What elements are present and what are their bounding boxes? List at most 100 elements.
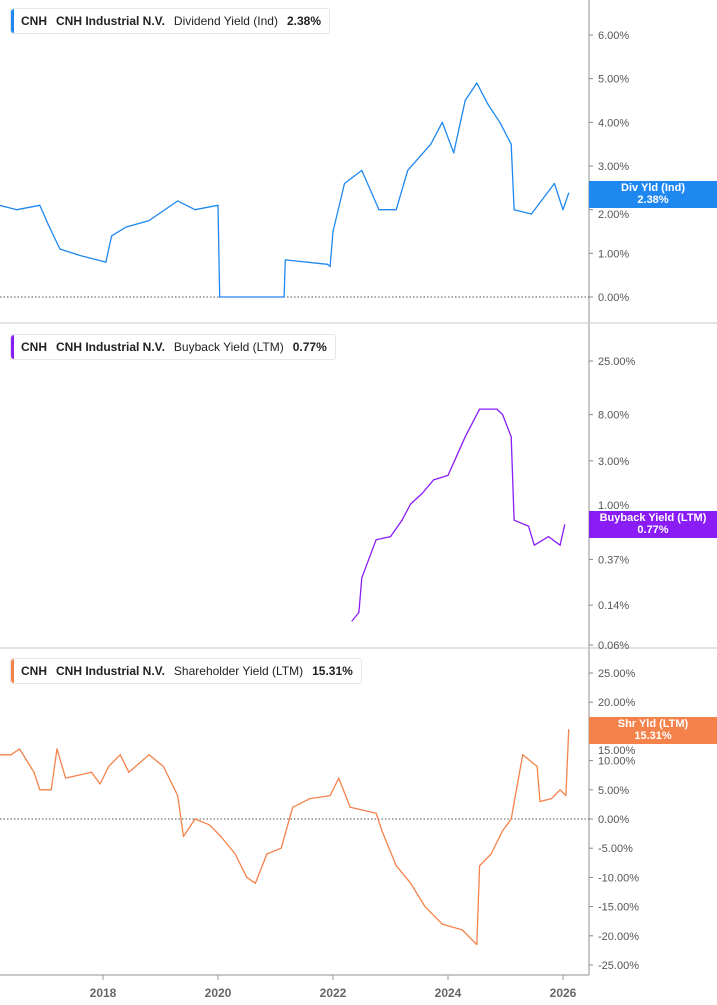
data-point bbox=[33, 771, 35, 773]
data-point bbox=[564, 524, 566, 526]
data-point bbox=[496, 408, 498, 410]
legend-company: CNH Industrial N.V. bbox=[56, 340, 165, 354]
value-label-buyback: Buyback Yield (LTM) 0.77% bbox=[589, 511, 717, 538]
data-point bbox=[284, 259, 286, 261]
legend-color-bar bbox=[11, 335, 14, 359]
data-point bbox=[47, 224, 49, 226]
y-tick-label: 4.00% bbox=[598, 117, 629, 129]
y-tick-label: 0.06% bbox=[598, 640, 629, 652]
data-point bbox=[395, 865, 397, 867]
data-point bbox=[441, 923, 443, 925]
data-point bbox=[389, 535, 392, 538]
data-point bbox=[421, 492, 423, 495]
y-tick-label: -20.00% bbox=[598, 931, 639, 943]
data-point bbox=[479, 865, 481, 867]
data-point bbox=[182, 835, 185, 838]
legend-value: 15.31% bbox=[312, 664, 353, 678]
y-tick-label: 0.00% bbox=[598, 292, 629, 304]
data-point bbox=[476, 82, 478, 84]
series-line-dividend-yield-ind bbox=[0, 82, 570, 298]
legend-value: 2.38% bbox=[286, 14, 322, 28]
data-point bbox=[464, 99, 466, 102]
data-point bbox=[56, 748, 58, 750]
data-point bbox=[530, 213, 532, 215]
data-point bbox=[407, 169, 409, 171]
data-point bbox=[536, 765, 538, 768]
data-point bbox=[464, 436, 466, 438]
legend-ticker: CNH bbox=[21, 340, 47, 354]
y-tick-label: 20.00% bbox=[598, 697, 636, 709]
data-point bbox=[447, 474, 449, 477]
data-point bbox=[119, 754, 121, 756]
data-point bbox=[461, 929, 463, 931]
data-point bbox=[309, 797, 311, 800]
legend-value: 0.77% bbox=[292, 340, 327, 354]
data-point bbox=[476, 943, 478, 946]
x-tick-label: 2020 bbox=[205, 986, 232, 1000]
data-point bbox=[292, 806, 294, 808]
data-point bbox=[358, 611, 360, 613]
value-label-value: 2.38% bbox=[637, 194, 669, 206]
data-point bbox=[479, 408, 481, 410]
data-point bbox=[502, 830, 504, 832]
data-point bbox=[326, 263, 328, 265]
data-point bbox=[329, 795, 331, 797]
data-point bbox=[111, 235, 113, 237]
data-point bbox=[90, 771, 93, 773]
data-point bbox=[39, 204, 41, 206]
data-point bbox=[539, 800, 541, 803]
y-tick-label: 3.00% bbox=[598, 456, 629, 468]
legend-color-bar bbox=[11, 9, 14, 33]
data-point bbox=[194, 818, 196, 820]
legend-metric: Dividend Yield (Ind) bbox=[173, 14, 278, 28]
data-point bbox=[424, 906, 426, 908]
data-point bbox=[378, 209, 380, 211]
data-point bbox=[177, 200, 179, 202]
data-point bbox=[16, 209, 18, 211]
data-point bbox=[568, 192, 570, 194]
legend-buyback-yield[interactable]: CNH CNH Industrial N.V. Buyback Yield (L… bbox=[10, 334, 336, 360]
data-point bbox=[410, 882, 412, 884]
data-point bbox=[332, 230, 334, 233]
y-tick-label: -25.00% bbox=[598, 960, 639, 972]
series-line-buyback-yield-ltm bbox=[351, 408, 566, 622]
legend-ticker: CNH bbox=[21, 14, 47, 28]
data-point bbox=[234, 853, 236, 855]
y-tick-label: 25.00% bbox=[598, 356, 636, 368]
series-line-shareholder-yield-ltm bbox=[0, 729, 570, 946]
data-point bbox=[499, 121, 501, 123]
y-tick-label: 10.00% bbox=[598, 756, 636, 768]
data-point bbox=[79, 254, 81, 257]
data-point bbox=[343, 182, 346, 185]
data-point bbox=[148, 219, 150, 222]
legend-shareholder-yield[interactable]: CNH CNH Industrial N.V. Shareholder Yiel… bbox=[10, 658, 362, 684]
data-point bbox=[39, 789, 41, 791]
data-point bbox=[125, 226, 127, 228]
data-point bbox=[375, 812, 377, 814]
data-point bbox=[487, 104, 489, 106]
data-point bbox=[548, 535, 550, 538]
data-point bbox=[568, 728, 570, 731]
y-tick-label: -10.00% bbox=[598, 872, 639, 884]
data-point bbox=[266, 853, 268, 855]
data-point bbox=[254, 882, 256, 884]
value-label-title: Buyback Yield (LTM) bbox=[599, 512, 707, 524]
data-point bbox=[349, 806, 351, 808]
y-tick-label: 0.14% bbox=[598, 600, 629, 612]
legend-dividend-yield[interactable]: CNH CNH Industrial N.V. Dividend Yield (… bbox=[10, 8, 331, 34]
data-point bbox=[527, 525, 530, 527]
data-point bbox=[522, 754, 524, 756]
legend-company: CNH Industrial N.V. bbox=[56, 664, 165, 678]
y-tick-label: 0.00% bbox=[598, 814, 629, 826]
data-point bbox=[99, 783, 101, 785]
data-point bbox=[513, 209, 515, 211]
data-point bbox=[502, 414, 504, 416]
data-point bbox=[148, 754, 150, 756]
data-point bbox=[194, 209, 196, 211]
data-point bbox=[441, 121, 443, 123]
data-point bbox=[375, 539, 377, 541]
data-point bbox=[105, 261, 107, 263]
data-point bbox=[490, 853, 492, 855]
data-point bbox=[59, 248, 61, 250]
